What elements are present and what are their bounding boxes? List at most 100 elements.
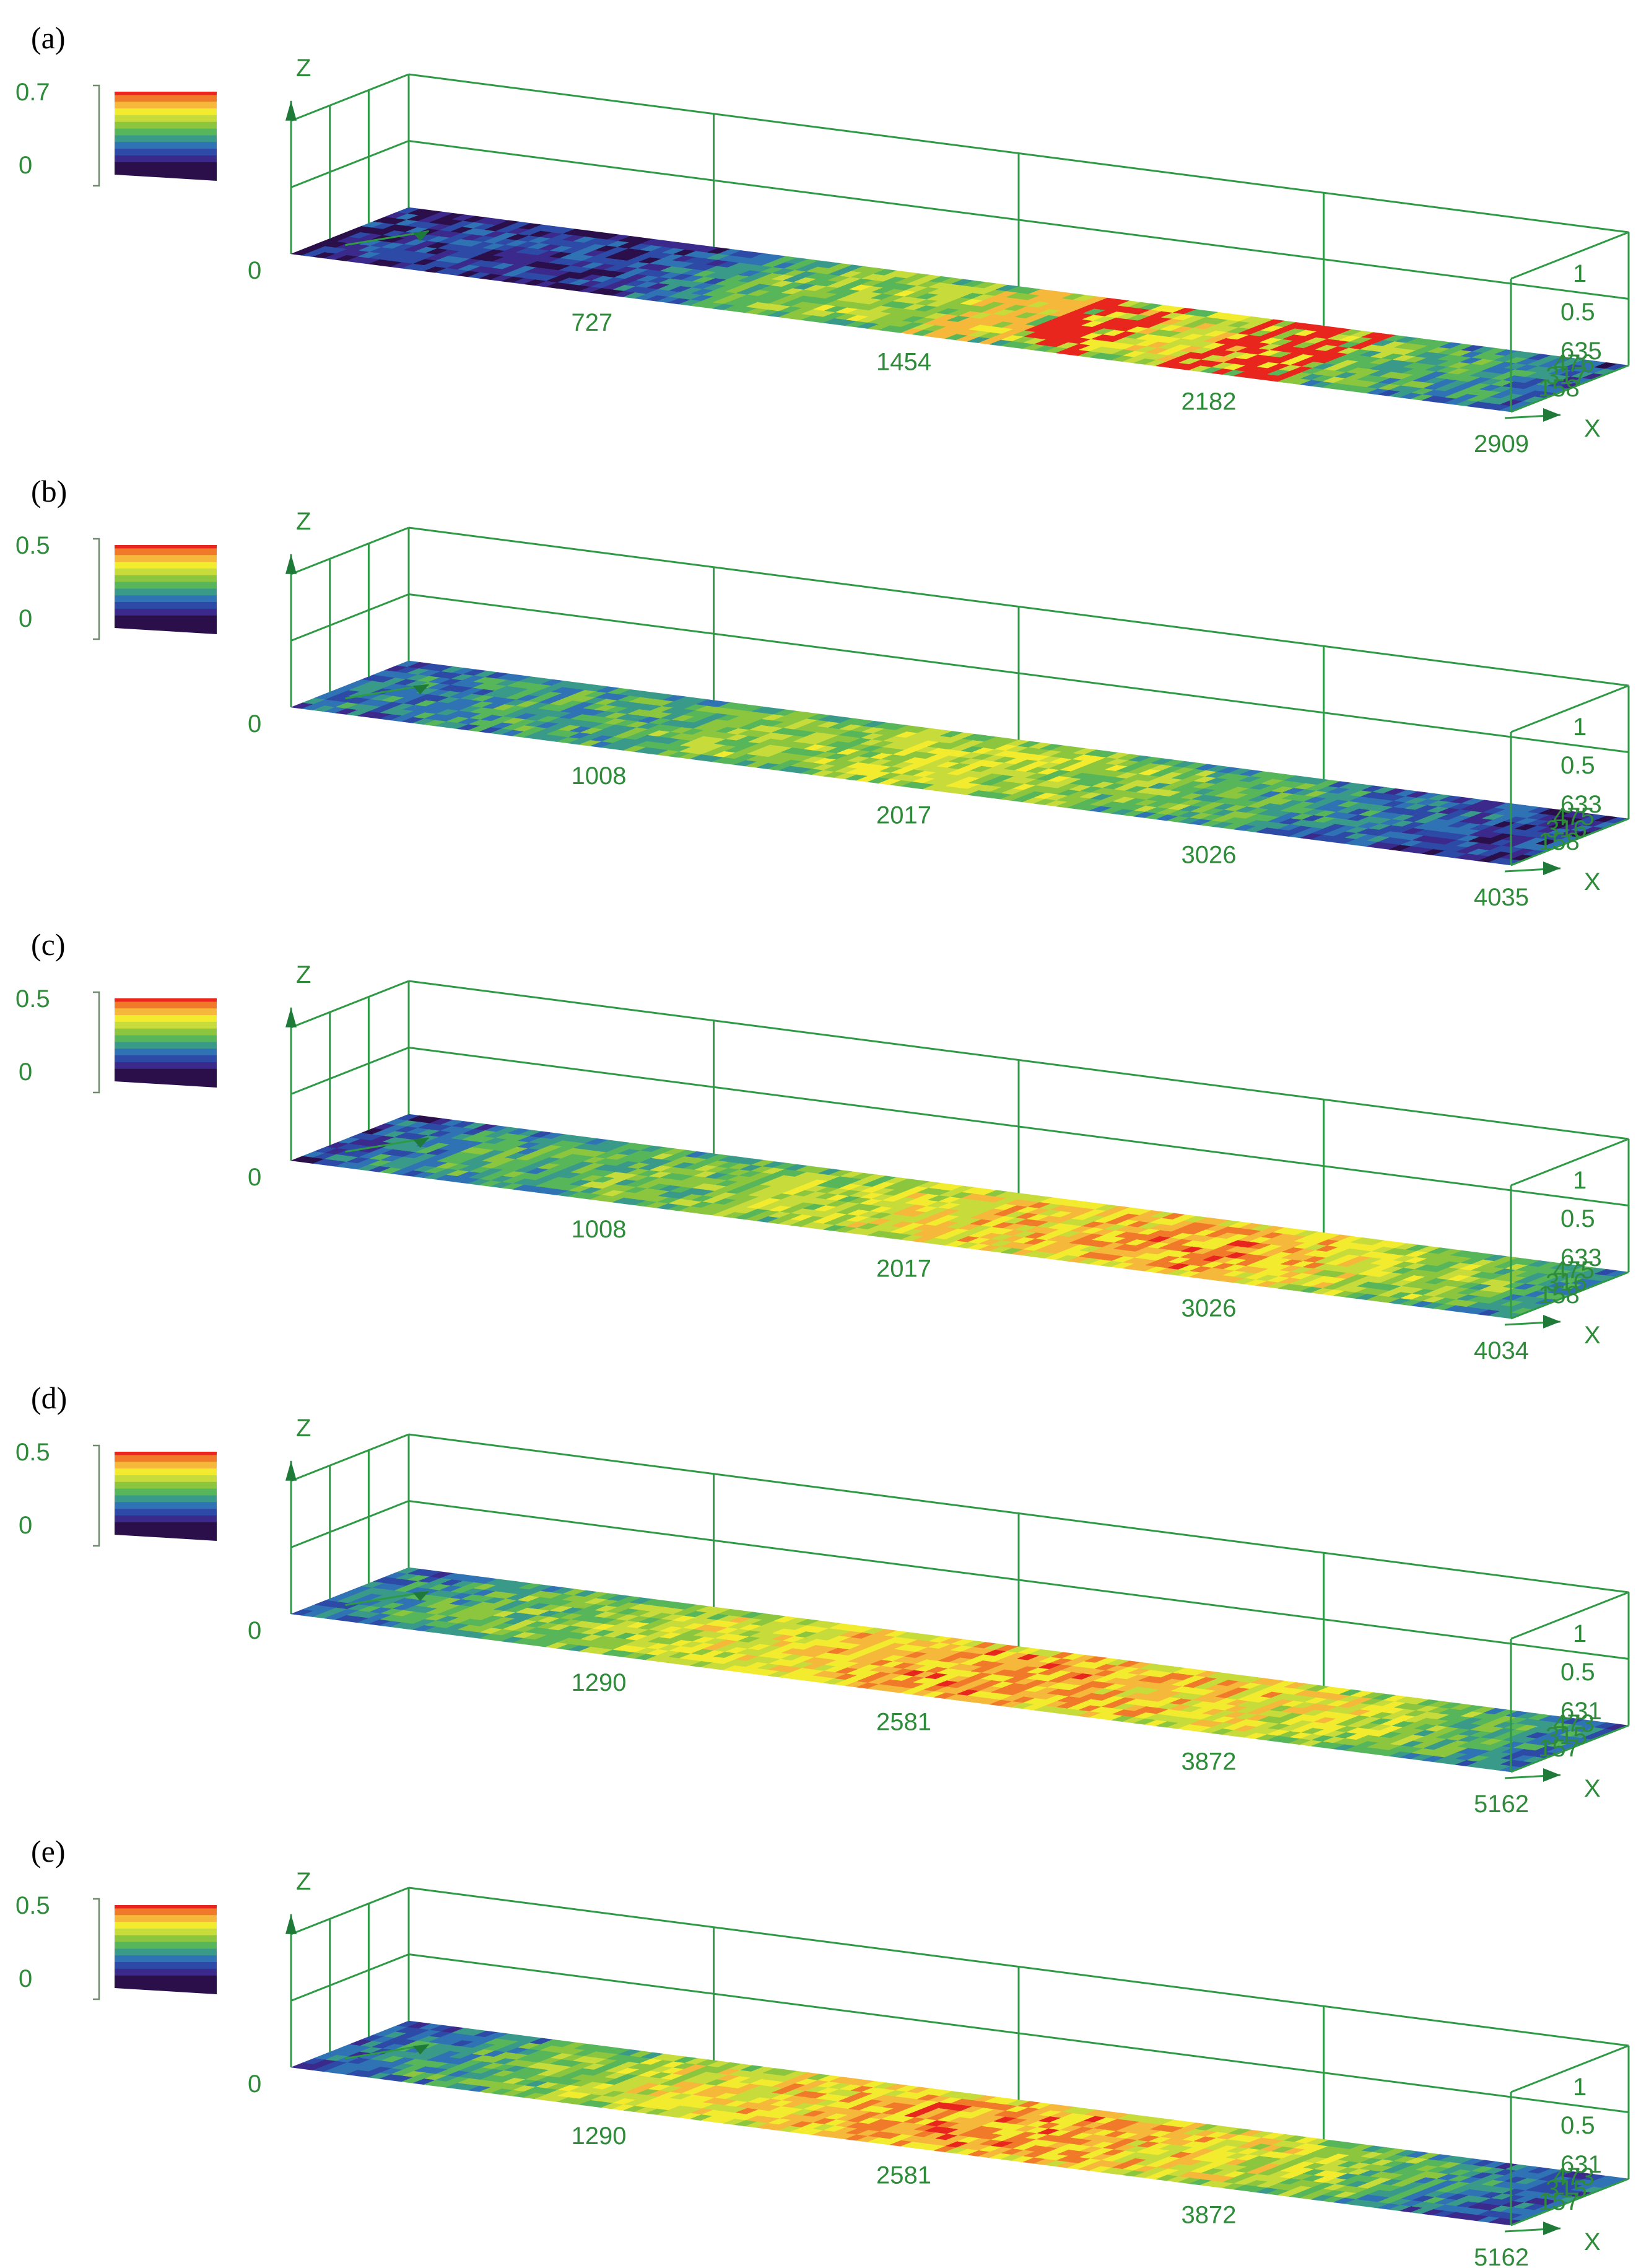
colorbar-band — [115, 595, 217, 600]
x-tick-label: 3026 — [1182, 1294, 1237, 1322]
colorbar-band — [115, 1509, 217, 1513]
axes-box — [290, 1433, 1630, 1779]
colorbar-band — [115, 1908, 217, 1913]
colorbar-band — [115, 582, 217, 586]
colorbar-band — [115, 145, 217, 150]
top-right-edge — [1510, 1138, 1629, 1187]
y-tick-label: 475 — [1553, 803, 1595, 831]
colorbar-band — [115, 1049, 217, 1053]
colorbar-band — [115, 1042, 217, 1046]
z-tick-label: 0.5 — [1560, 752, 1595, 779]
axes-box — [290, 526, 1630, 873]
colorbar-band — [115, 1488, 217, 1493]
colorbar-band — [115, 998, 217, 1003]
colorbar-band — [115, 1478, 217, 1483]
y-tick-label: 158 — [1538, 828, 1580, 855]
heatmap-surface — [290, 207, 1629, 412]
y-tick-label: 158 — [1538, 375, 1580, 402]
colorbar-band — [115, 1015, 217, 1019]
colorbar-band — [115, 149, 217, 153]
heatmap-surface — [290, 660, 1629, 866]
colorbar-band — [115, 165, 217, 170]
y-tick-label: 475 — [1553, 1257, 1595, 1284]
x-axis-name: X — [1584, 868, 1601, 896]
z-tick-label: 1 — [1573, 260, 1587, 287]
colorbar-band — [115, 1512, 217, 1516]
x-tick-label: 2581 — [876, 1709, 931, 1736]
chart-panel: (a) 0.7 0 Z 0 727 1454 2182 2909 X 1 0.5 635 476 317 15… — [0, 0, 1641, 458]
colorbar-band — [115, 568, 217, 573]
z-axis-arrowhead — [285, 1460, 297, 1481]
colorbar-band — [115, 1485, 217, 1489]
colorbar-band — [115, 578, 217, 583]
colorbar-min-label: 0 — [19, 1058, 32, 1086]
colorbar-band — [115, 1948, 217, 1953]
colorbar-min-label: 0 — [19, 1512, 32, 1539]
colorbar-band — [115, 1005, 217, 1010]
colorbar-band — [115, 108, 217, 113]
colorbar-band — [115, 572, 217, 576]
colorbar-band — [115, 588, 217, 593]
colorbar-band — [115, 111, 217, 116]
colorbar-band — [115, 1962, 217, 1966]
y-tick-label: 473 — [1553, 1710, 1595, 1737]
axes-box — [290, 980, 1630, 1326]
z-axis-arrowhead — [285, 554, 297, 574]
colorbar-band — [115, 98, 217, 103]
top-left-edge — [290, 980, 409, 1029]
colorbar-band — [115, 1472, 217, 1476]
colorbar-band — [115, 1498, 217, 1503]
colorbar-band — [115, 155, 217, 160]
z-tick-label: 1 — [1573, 1620, 1587, 1647]
colorbar-band — [115, 1021, 217, 1026]
colorbar-band — [115, 1065, 217, 1070]
colorbar-band — [115, 1911, 217, 1916]
floor-right-edge — [1510, 818, 1629, 866]
y-axis-arrowhead — [412, 1138, 429, 1148]
colorbar — [115, 545, 217, 634]
x-tick-label: 3026 — [1182, 841, 1237, 868]
chart-svg: (d)0.50Z01290258138725162X10.56314733151… — [15, 1380, 1630, 1818]
colorbar-band — [115, 1045, 217, 1050]
axes-box — [290, 73, 1630, 419]
colorbar-band — [115, 138, 217, 143]
z-axis-name: Z — [296, 1415, 311, 1442]
x-tick-label: 0 — [248, 710, 261, 738]
side-grid-line — [290, 140, 409, 188]
colorbar-band — [115, 558, 217, 563]
colorbar-band — [115, 162, 217, 167]
colorbar-band — [115, 118, 217, 123]
colorbar-edge — [115, 626, 217, 634]
back-grid-line — [408, 1500, 1629, 1660]
colorbar-max-label: 0.5 — [15, 985, 50, 1013]
x-tick-label: 5162 — [1474, 1790, 1529, 1818]
colorbar-band — [115, 551, 217, 556]
colorbar-band — [115, 608, 217, 613]
colorbar-band — [115, 1465, 217, 1470]
side-grid-line — [290, 593, 409, 642]
colorbar — [115, 1452, 217, 1541]
colorbar-band — [115, 1458, 217, 1463]
colorbar-band — [115, 555, 217, 559]
y-tick-label: 315 — [1546, 1722, 1587, 1750]
colorbar-band — [115, 1979, 217, 1983]
colorbar-band — [115, 622, 217, 626]
x-tick-label: 1290 — [572, 1669, 627, 1696]
top-left-edge — [290, 526, 409, 575]
colorbar-band — [115, 121, 217, 126]
top-right-edge — [1510, 684, 1629, 733]
y-axis-arrowhead — [412, 1591, 429, 1602]
panel-label: (e) — [31, 1834, 66, 1869]
chart-panel: (b) 0.5 0 Z 0 1008 2017 3026 4035 X 1 0.5 633 475 316 1… — [0, 453, 1641, 911]
x-tick-label: 4035 — [1474, 884, 1529, 911]
colorbar-max-label: 0.7 — [15, 79, 50, 106]
colorbar-band — [115, 105, 217, 110]
colorbar-band — [115, 1942, 217, 1946]
colorbar-band — [115, 152, 217, 156]
colorbar-bracket — [93, 84, 100, 187]
colorbar-band — [115, 1515, 217, 1520]
colorbar-band — [115, 1932, 217, 1936]
x-tick-label: 1008 — [572, 762, 627, 790]
colorbar — [115, 1905, 217, 1994]
colorbar-band — [115, 1455, 217, 1459]
